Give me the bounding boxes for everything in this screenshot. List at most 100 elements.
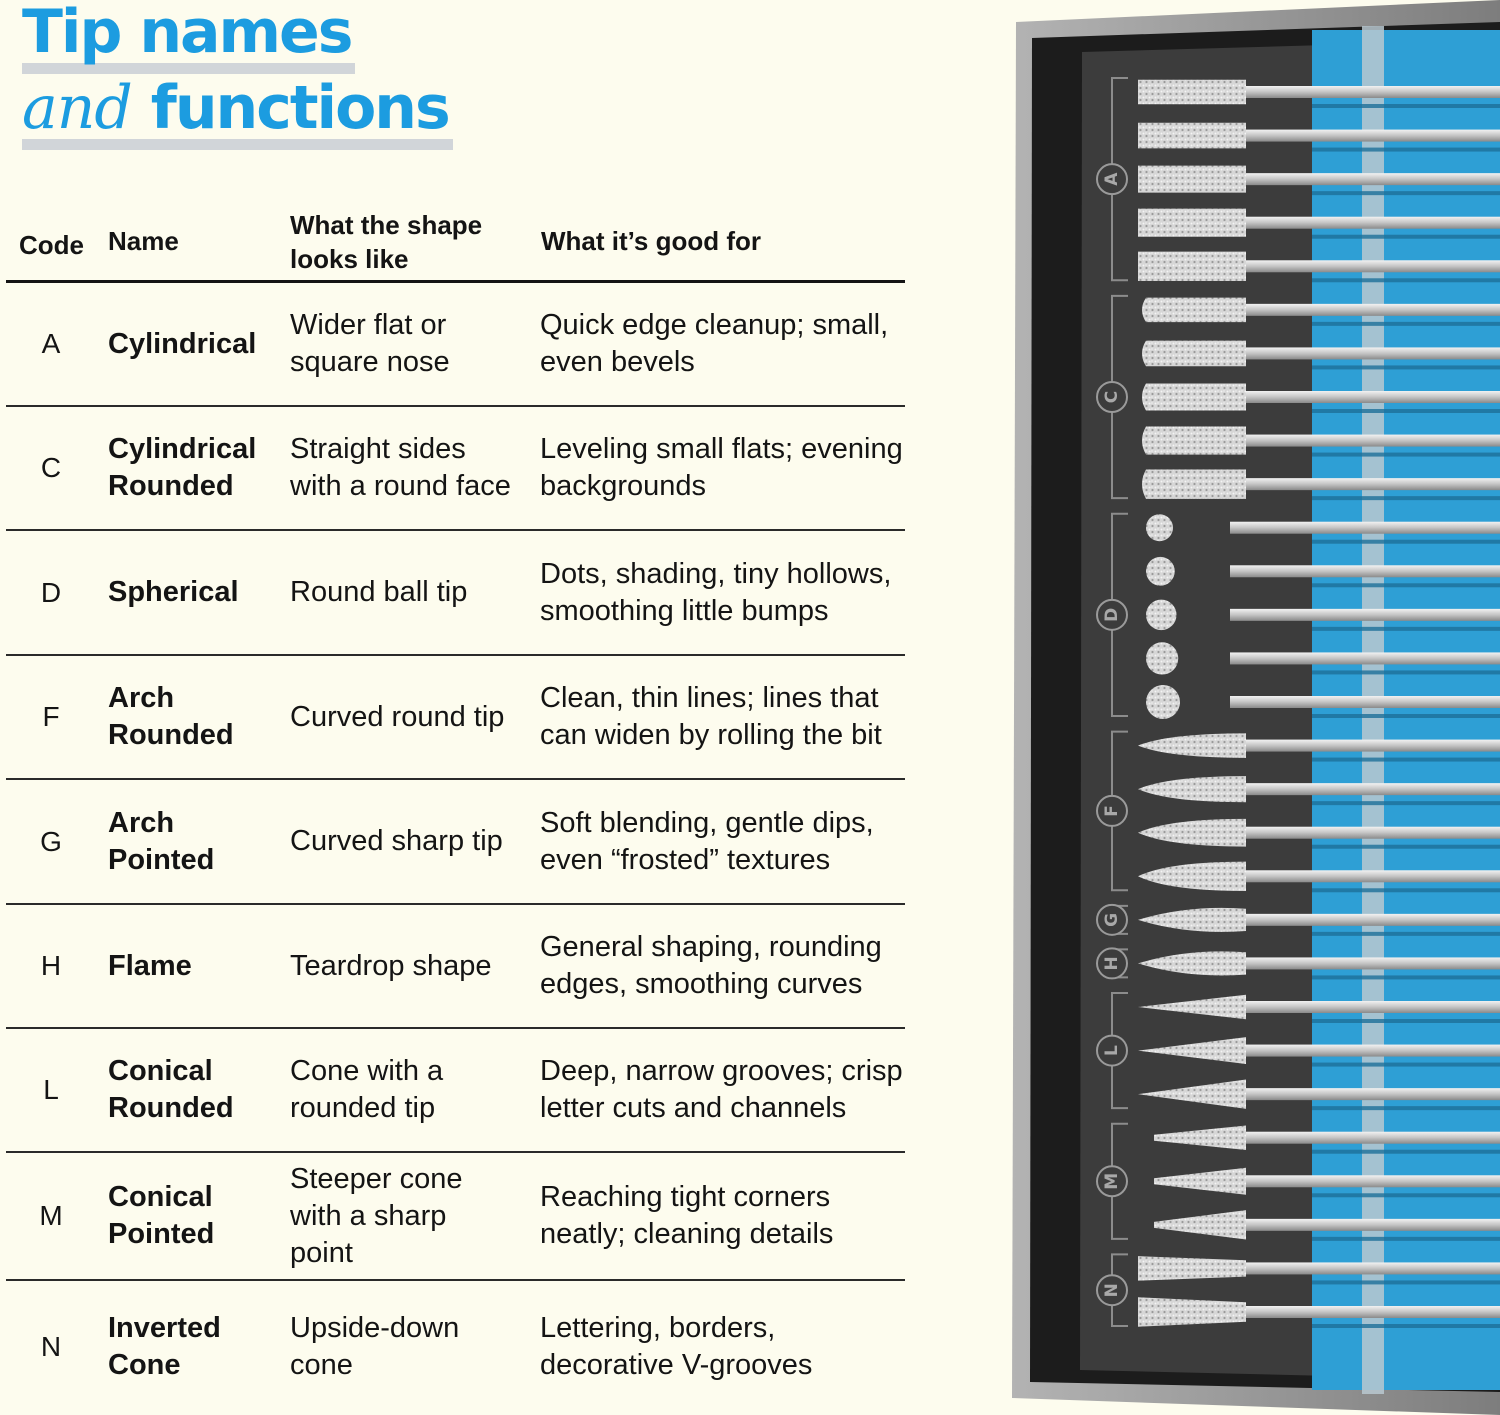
bit-shank	[1230, 1218, 1500, 1231]
row-divider	[6, 1279, 905, 1281]
bit-head	[1138, 907, 1246, 932]
table-row: N Inverted Cone Upside-down cone Lettering,…	[6, 1281, 905, 1415]
bit-head	[1142, 297, 1246, 323]
table-row: D Spherical Round ball tip Dots, shading, t…	[6, 531, 905, 656]
bit-head-ball	[1146, 556, 1175, 586]
row-code: C	[40, 452, 62, 483]
row-shape-cell: Teardrop shape	[290, 905, 540, 1027]
row-code: F	[42, 701, 60, 732]
holder-slot	[1312, 670, 1500, 675]
holder-slot	[1312, 409, 1500, 413]
holder-strip	[1312, 30, 1500, 1390]
row-good-for-cell: Reaching tight corners neatly; cleaning …	[540, 1153, 910, 1279]
header-good-for: What it’s good for	[541, 226, 761, 256]
bit-shank	[1230, 260, 1500, 273]
bit-head-ball	[1146, 642, 1179, 675]
row-shape-cell: Wider flat or square nose	[290, 283, 540, 405]
bit-head	[1138, 861, 1246, 891]
bit-head	[1138, 1037, 1246, 1065]
holder-slot	[1312, 365, 1500, 370]
bit-head	[1142, 383, 1246, 411]
row-shape-cell: Upside-down cone	[290, 1281, 540, 1413]
header-code: Code	[19, 230, 84, 260]
row-name-cell: Spherical	[108, 531, 288, 654]
group-label-badge	[1096, 1034, 1128, 1067]
bit-head	[1138, 165, 1246, 193]
row-code-cell: F	[6, 656, 96, 778]
holder-slot	[1312, 583, 1500, 588]
row-good-for-cell: Soft blending, gentle dips, even “froste…	[540, 780, 910, 903]
title-bold-text: functions	[150, 73, 451, 143]
holder-slot	[1312, 539, 1500, 544]
row-shape: Teardrop shape	[290, 949, 492, 982]
bit-shank	[1230, 1131, 1500, 1144]
row-divider	[6, 529, 905, 531]
holder-slot	[1312, 1236, 1500, 1241]
bit-head	[1154, 1125, 1246, 1150]
bit-shank	[1230, 478, 1500, 491]
row-name-cell: Arch Rounded	[108, 656, 288, 778]
table-header: Code Name What the shape looks like What…	[6, 200, 905, 282]
row-good-for: Lettering, borders, decorative V-grooves	[540, 1312, 813, 1381]
row-name-cell: Conical Pointed	[108, 1153, 288, 1279]
group-label-badge	[1096, 381, 1128, 413]
row-good-for-cell: Leveling small flats; evening background…	[540, 407, 910, 529]
row-shape: Cone with a rounded tip	[290, 1055, 444, 1124]
holder-slot	[1312, 801, 1500, 806]
row-divider	[6, 778, 905, 780]
bit-head	[1142, 469, 1246, 499]
holder-slot	[1312, 714, 1500, 718]
holder-slot	[1312, 147, 1500, 152]
row-good-for: Leveling small flats; evening background…	[540, 433, 903, 502]
row-name: Arch Rounded	[108, 682, 234, 751]
bit-shank	[1230, 391, 1500, 403]
row-code-cell: A	[6, 283, 96, 405]
group-label-badge	[1096, 903, 1128, 936]
bit-head-ball	[1146, 685, 1180, 719]
table-row: H Flame Teardrop shape General shaping, rou…	[6, 905, 905, 1029]
group-label-badge	[1096, 1165, 1128, 1198]
row-code-cell: N	[6, 1281, 96, 1413]
bit-shank	[1230, 652, 1500, 665]
row-shape: Curved sharp tip	[290, 825, 503, 857]
holder-slot	[1312, 452, 1500, 457]
tray-lid-rail	[1362, 26, 1384, 1394]
page-title-line-2: and functions	[22, 73, 453, 150]
row-good-for-cell: Lettering, borders, decorative V-grooves	[540, 1281, 910, 1413]
table-row: C Cylindrical Rounded Straight sides with …	[6, 407, 905, 531]
row-code: M	[39, 1200, 63, 1231]
bit-shank	[1230, 696, 1500, 708]
group-label-letter: N	[1102, 1283, 1122, 1297]
row-shape-cell: Cone with a rounded tip	[290, 1029, 540, 1151]
bit-head	[1142, 340, 1246, 367]
row-good-for-cell: Clean, thin lines; lines that can widen …	[540, 656, 910, 778]
bit-shank	[1230, 913, 1500, 926]
row-name-cell: Inverted Cone	[108, 1281, 288, 1413]
row-name: Flame	[108, 949, 192, 982]
row-name: Cylindrical	[108, 327, 257, 360]
row-shape: Round ball tip	[290, 576, 468, 608]
bit-shank	[1230, 1001, 1500, 1013]
row-name: Inverted Cone	[108, 1312, 221, 1381]
bit-head	[1138, 1079, 1246, 1109]
row-code: L	[43, 1074, 59, 1105]
bit-shank	[1230, 216, 1500, 229]
bit-head	[1138, 818, 1246, 847]
table-row: A Cylindrical Wider flat or square nose Qui…	[6, 283, 905, 407]
row-divider	[6, 405, 905, 407]
row-good-for-cell: General shaping, rounding edges, smoothi…	[540, 905, 910, 1027]
group-label-badge	[1096, 794, 1128, 827]
row-code-cell: C	[6, 407, 96, 529]
row-good-for-cell: Dots, shading, tiny hollows, smoothing l…	[540, 531, 910, 654]
row-name-cell: Cylindrical Rounded	[108, 407, 288, 529]
row-good-for: Dots, shading, tiny hollows, smoothing l…	[540, 557, 892, 627]
bit-head	[1154, 1210, 1246, 1240]
row-code: G	[40, 825, 62, 857]
header-shape: What the shape looks like	[290, 210, 483, 274]
row-divider	[6, 1151, 905, 1153]
bit-head	[1138, 776, 1246, 803]
group-label-badge	[1096, 598, 1128, 631]
row-code-cell: D	[6, 531, 96, 654]
holder-slot	[1312, 278, 1500, 283]
row-shape-cell: Straight sides with a round face	[290, 407, 540, 529]
